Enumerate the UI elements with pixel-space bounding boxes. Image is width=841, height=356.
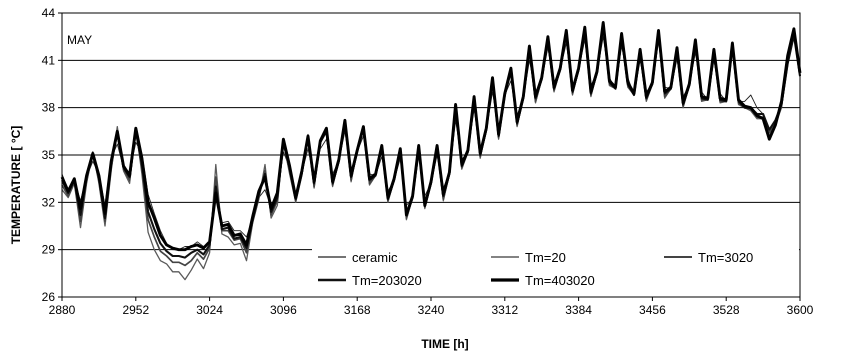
month-annotation: MAY	[67, 33, 92, 47]
y-tick-label-32: 32	[42, 195, 56, 209]
x-tick-label-3312: 3312	[491, 303, 518, 317]
x-tick-labels: 2880 2952 3024 3096 3168 3240 3312 3384 3456 3528…	[49, 297, 814, 317]
legend: ceramic Tm=20 Tm=3020 Tm=203020 Tm=403020	[312, 245, 799, 296]
x-tick-label-3096: 3096	[270, 303, 297, 317]
x-tick-label-3456: 3456	[639, 303, 666, 317]
series-line-4	[60, 21, 802, 252]
x-tick-label-3528: 3528	[713, 303, 740, 317]
x-tick-label-2880: 2880	[49, 303, 76, 317]
y-tick-label-41: 41	[42, 53, 56, 67]
legend-label-4: Tm=403020	[525, 273, 595, 288]
legend-label-0: ceramic	[352, 250, 398, 265]
legend-background	[312, 245, 799, 296]
y-tick-label-35: 35	[42, 148, 56, 162]
y-tick-label-44: 44	[42, 6, 56, 20]
x-tick-label-3240: 3240	[418, 303, 445, 317]
y-tick-labels: 26 29 32 35 38 41 44	[42, 6, 62, 304]
x-tick-label-3384: 3384	[565, 303, 592, 317]
x-tick-label-3600: 3600	[787, 303, 814, 317]
y-tick-label-26: 26	[42, 290, 56, 304]
legend-label-3: Tm=203020	[352, 273, 422, 288]
y-axis-title: TEMPERATURE [ °C]	[9, 126, 23, 245]
legend-label-1: Tm=20	[525, 250, 566, 265]
series-lines	[60, 21, 802, 281]
legend-label-2: Tm=3020	[698, 250, 753, 265]
x-tick-label-3168: 3168	[344, 303, 371, 317]
x-axis-title: TIME [h]	[421, 337, 468, 351]
x-tick-label-2952: 2952	[122, 303, 149, 317]
x-tick-label-3024: 3024	[196, 303, 223, 317]
y-tick-label-38: 38	[42, 101, 56, 115]
y-tick-label-29: 29	[42, 243, 56, 257]
